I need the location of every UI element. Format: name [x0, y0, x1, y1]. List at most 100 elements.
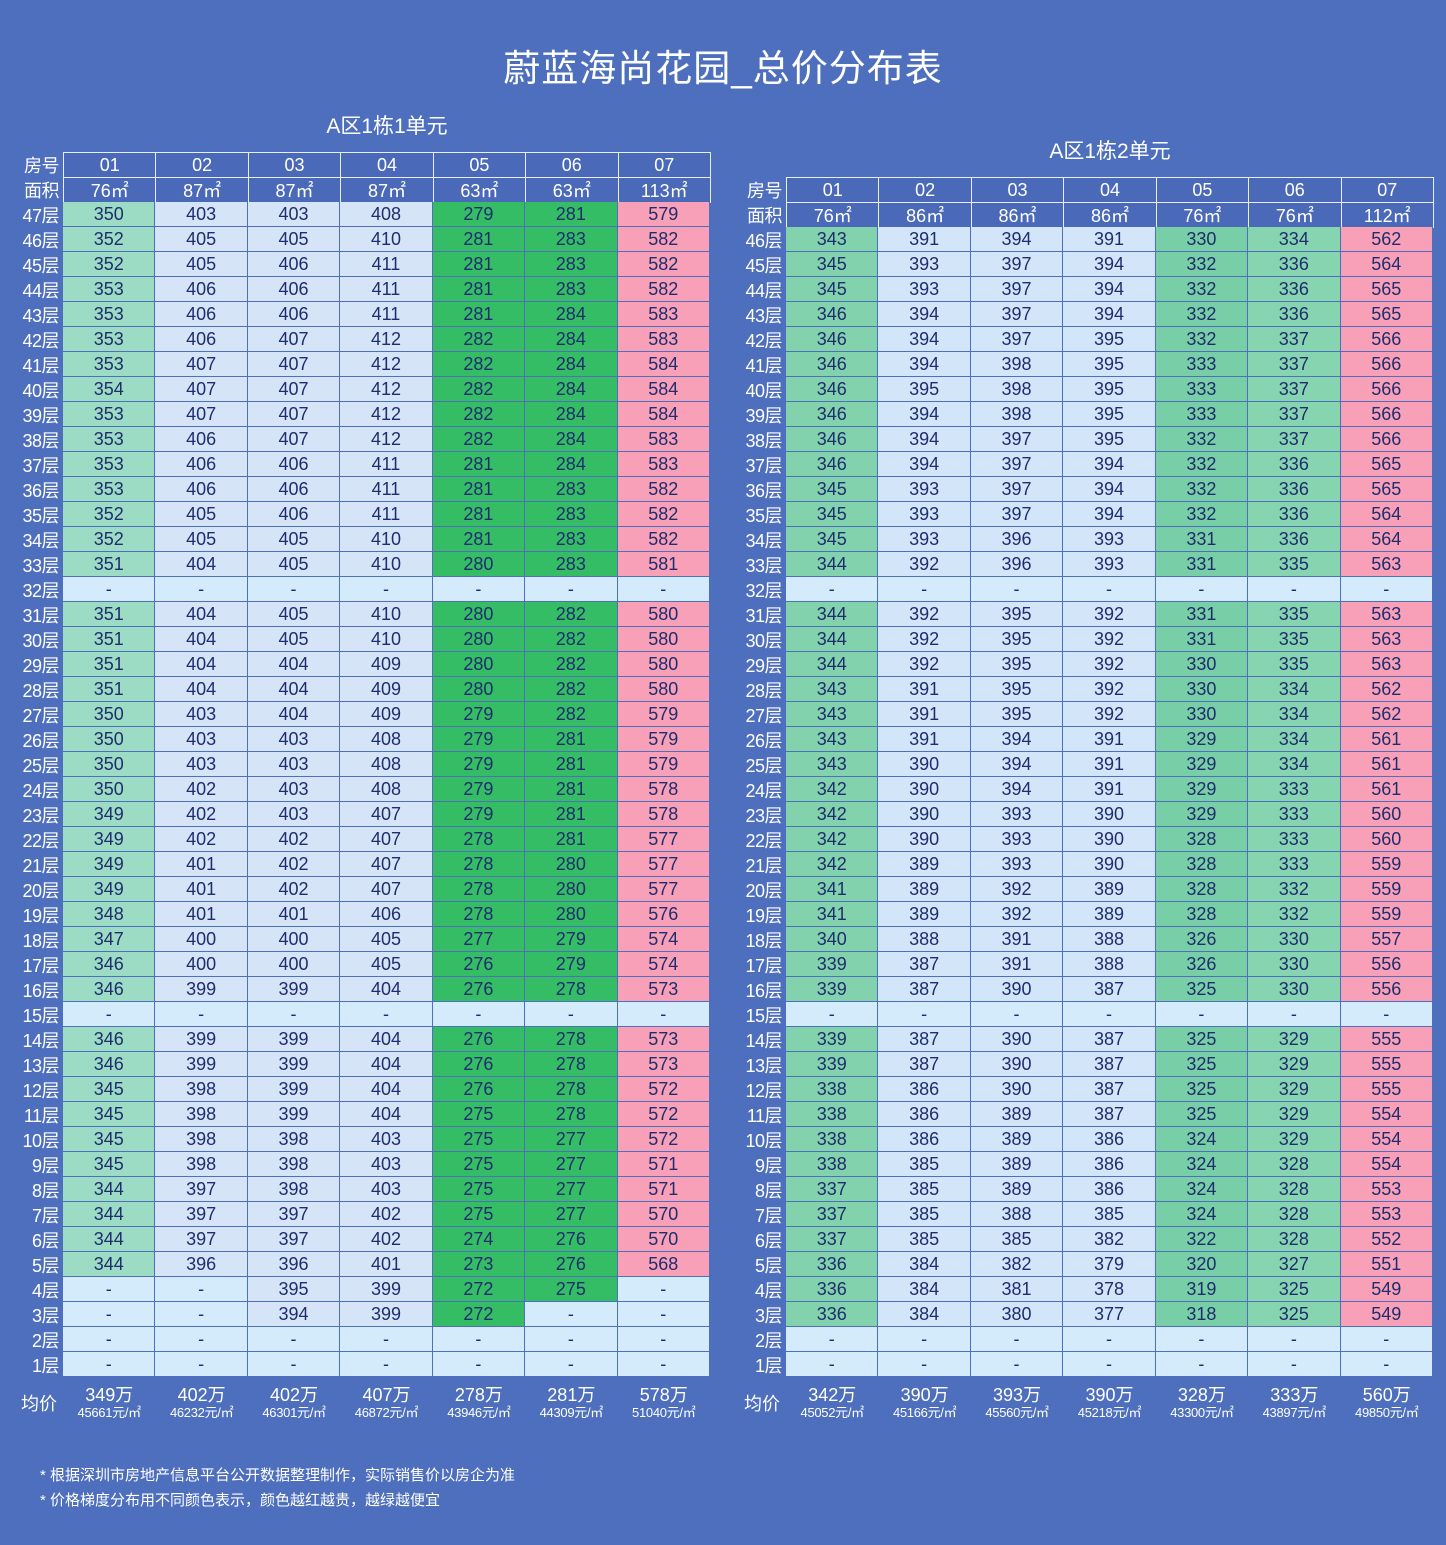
- price-cell: 279: [432, 752, 526, 777]
- price-cell: 388: [878, 927, 971, 952]
- price-cell: 324: [1155, 1202, 1249, 1227]
- floor-label: 28层: [22, 680, 59, 701]
- price-cell: 279: [432, 727, 526, 752]
- price-cell: 384: [878, 1277, 971, 1302]
- price-cell: 353: [63, 327, 156, 352]
- room-number-header: 04: [1063, 177, 1157, 203]
- price-cell: -: [1340, 1002, 1433, 1027]
- price-cell: 328: [1155, 827, 1249, 852]
- room-area-header: 63㎡: [432, 177, 527, 203]
- price-cell: 403: [155, 202, 248, 227]
- average-label: 均价: [21, 1394, 57, 1414]
- price-cell: 406: [155, 477, 248, 502]
- price-cell: 344: [63, 1227, 156, 1252]
- price-cell: 579: [617, 202, 710, 227]
- floor-label: 22层: [22, 830, 59, 851]
- price-cell: 393: [970, 852, 1064, 877]
- price-cell: 346: [63, 977, 156, 1002]
- price-cell: 573: [617, 1027, 710, 1052]
- price-cell: 318: [1155, 1302, 1249, 1327]
- price-cell: -: [1248, 577, 1341, 602]
- price-cell: 276: [432, 1077, 526, 1102]
- price-cell: 275: [432, 1177, 526, 1202]
- price-cell: 391: [878, 677, 971, 702]
- average-total-price: 342万: [808, 1385, 857, 1405]
- price-cell: 331: [1155, 602, 1249, 627]
- price-cell: 340: [786, 927, 879, 952]
- price-cell: 278: [525, 977, 618, 1002]
- price-cell: 324: [1155, 1177, 1249, 1202]
- price-cell: 393: [878, 502, 971, 527]
- price-cell: 332: [1248, 902, 1341, 927]
- price-cell: 403: [340, 1127, 433, 1152]
- price-cell: -: [525, 1002, 618, 1027]
- price-cell: -: [617, 1327, 710, 1352]
- price-cell: 345: [786, 252, 879, 277]
- price-cell: 334: [1248, 227, 1341, 252]
- floor-label: 31层: [745, 605, 782, 626]
- price-cell: 273: [432, 1252, 526, 1277]
- average-unit-price: 43946元/㎡: [447, 1405, 511, 1420]
- price-cell: 582: [617, 527, 710, 552]
- average-total-price: 407万: [362, 1385, 411, 1405]
- floor-label: 23层: [745, 805, 782, 826]
- price-cell: 329: [1248, 1102, 1341, 1127]
- price-cell: 330: [1248, 952, 1341, 977]
- price-cell: 562: [1340, 227, 1433, 252]
- price-cell: 283: [525, 252, 618, 277]
- price-cell: 407: [247, 377, 341, 402]
- room-area-header: 87㎡: [155, 177, 249, 203]
- price-cell: 320: [1155, 1252, 1249, 1277]
- price-cell: 389: [1063, 877, 1156, 902]
- price-cell: 399: [155, 1052, 248, 1077]
- price-cell: 404: [247, 652, 341, 677]
- price-cell: 401: [155, 852, 248, 877]
- floor-label: 26层: [745, 730, 782, 751]
- price-cell: 352: [63, 502, 156, 527]
- price-cell: 404: [340, 977, 433, 1002]
- price-cell: 279: [432, 777, 526, 802]
- average-total-price: 390万: [1085, 1385, 1134, 1405]
- price-cell: 325: [1155, 977, 1249, 1002]
- average-unit-price: 43300元/㎡: [1170, 1405, 1234, 1420]
- room-number-header: 07: [1340, 177, 1434, 203]
- price-cell: 408: [340, 777, 433, 802]
- price-cell: 394: [970, 227, 1064, 252]
- price-cell: 352: [63, 527, 156, 552]
- price-cell: 278: [432, 902, 526, 927]
- price-cell: 571: [617, 1177, 710, 1202]
- price-cell: 395: [970, 627, 1064, 652]
- price-cell: 327: [1248, 1252, 1341, 1277]
- price-cell: 331: [1155, 627, 1249, 652]
- room-number-header: 03: [247, 152, 342, 178]
- price-cell: 563: [1340, 602, 1433, 627]
- price-cell: -: [525, 577, 618, 602]
- average-total-price: 328万: [1177, 1385, 1226, 1405]
- price-cell: 387: [878, 977, 971, 1002]
- price-cell: 390: [970, 1077, 1064, 1102]
- room-area-header: 76㎡: [1248, 202, 1342, 228]
- average-unit-price: 46232元/㎡: [169, 1405, 234, 1420]
- average-cell: 560万 49850元/㎡: [1341, 1385, 1433, 1421]
- price-cell: 397: [970, 452, 1064, 477]
- average-total-price: 390万: [900, 1385, 949, 1405]
- floor-label: 45层: [22, 255, 59, 276]
- price-cell: 566: [1340, 327, 1433, 352]
- floor-label: 44层: [22, 280, 59, 301]
- price-cell: 578: [617, 777, 710, 802]
- price-cell: 391: [1063, 227, 1156, 252]
- price-cell: 328: [1248, 1152, 1341, 1177]
- price-cell: 395: [970, 702, 1064, 727]
- price-cell: 397: [970, 327, 1064, 352]
- floor-label: 36层: [745, 480, 782, 501]
- price-cell: 346: [786, 302, 879, 327]
- price-cell: 404: [155, 602, 248, 627]
- room-number-header: 07: [617, 152, 711, 178]
- price-cell: 325: [1155, 1102, 1249, 1127]
- price-cell: 338: [786, 1077, 879, 1102]
- floor-label: 37层: [22, 455, 59, 476]
- price-cell: 405: [155, 527, 248, 552]
- price-cell: 395: [970, 677, 1064, 702]
- price-cell: 406: [247, 252, 341, 277]
- price-cell: 278: [525, 1052, 618, 1077]
